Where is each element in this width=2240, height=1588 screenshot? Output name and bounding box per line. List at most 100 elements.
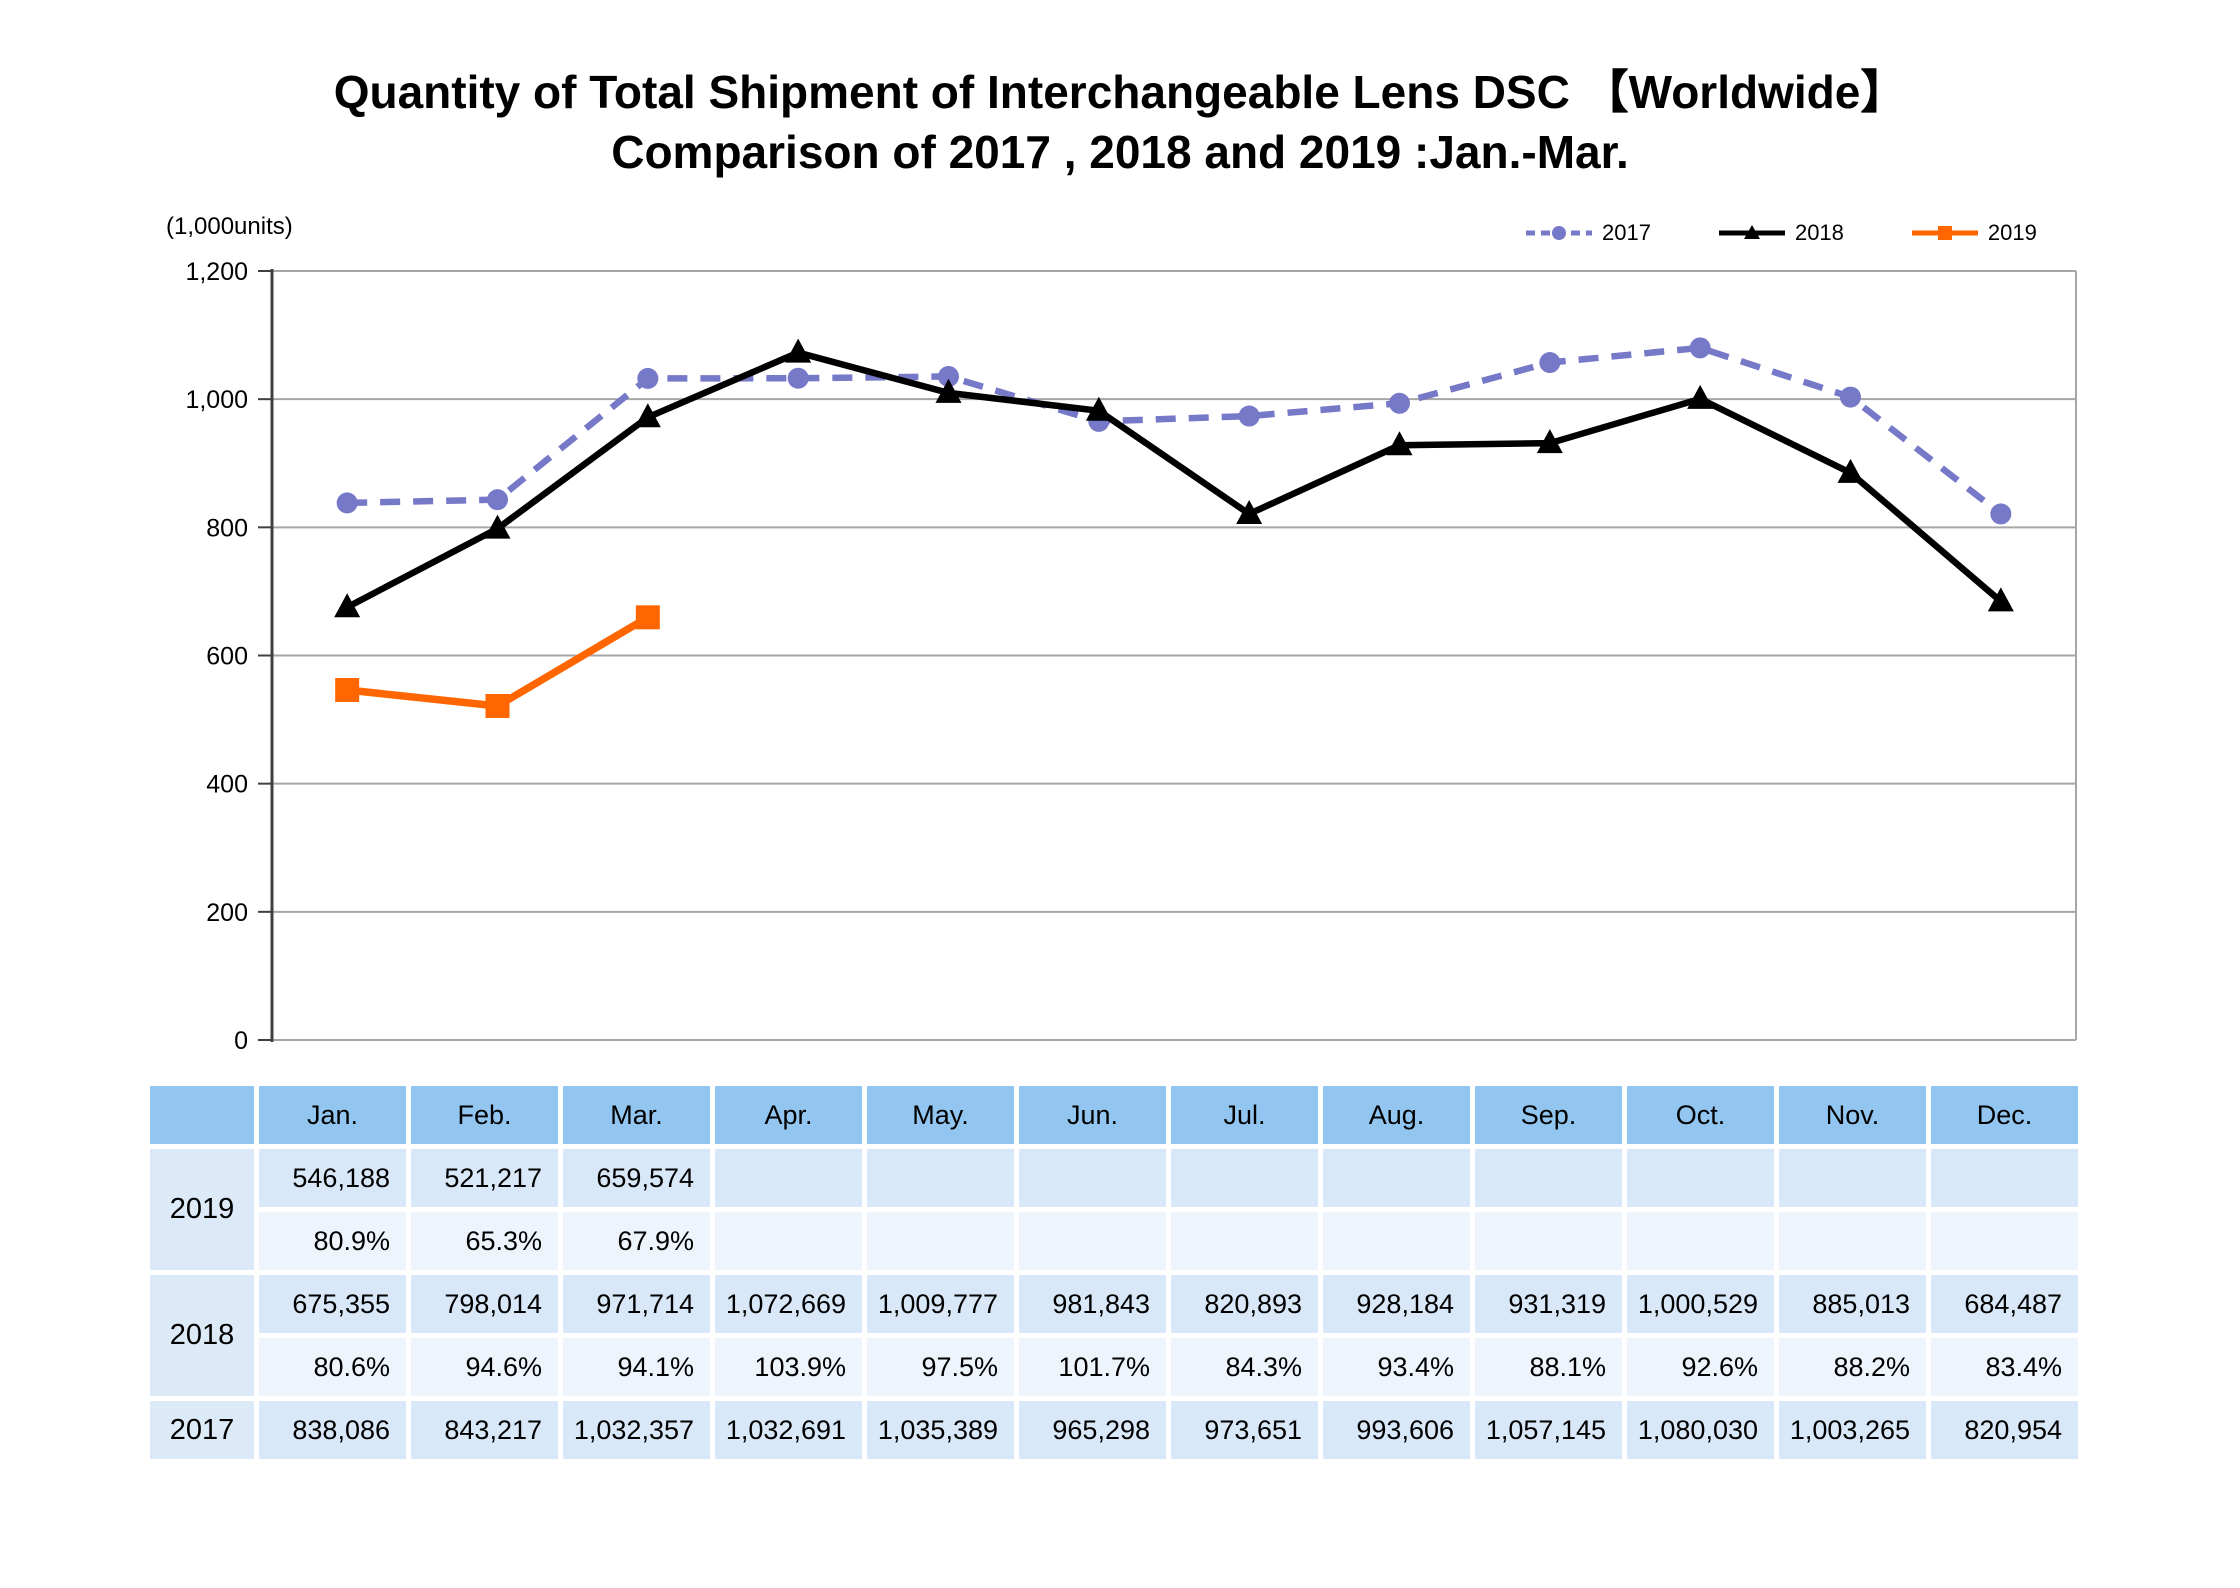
units-cell <box>867 1149 1014 1207</box>
ratio-cell: 88.1% <box>1475 1338 1622 1396</box>
marker-triangle-2018 <box>634 403 661 428</box>
month-header: Nov. <box>1779 1086 1926 1144</box>
marker-circle-2017 <box>1689 337 1711 359</box>
marker-circle-2017 <box>1539 352 1561 374</box>
month-header: Sep. <box>1475 1086 1622 1144</box>
ratio-cell <box>1627 1212 1774 1270</box>
month-header: Dec. <box>1931 1086 2078 1144</box>
legend-swatch-2019 <box>1911 226 1978 240</box>
ratio-cell <box>1171 1212 1318 1270</box>
month-header: Mar. <box>563 1086 710 1144</box>
y-tick-label: 0 <box>234 1027 248 1055</box>
y-tick-label: 1,000 <box>185 386 248 414</box>
units-cell: 1,032,691 <box>715 1401 862 1459</box>
ratio-cell <box>1019 1212 1166 1270</box>
page-title: Quantity of Total Shipment of Interchang… <box>0 62 2240 182</box>
units-cell: 843,217 <box>411 1401 558 1459</box>
legend-label-2017: 2017 <box>1602 220 1651 245</box>
month-header: Apr. <box>715 1086 862 1144</box>
marker-triangle-2018 <box>1536 429 1563 454</box>
marker-triangle-2018 <box>1085 396 1112 421</box>
year-label-2017: 2017 <box>150 1401 254 1459</box>
units-cell: 820,893 <box>1171 1275 1318 1333</box>
legend-item-2017: 2017 <box>1524 220 1651 246</box>
marker-circle-2017 <box>1389 392 1410 414</box>
ratio-cell: 88.2% <box>1779 1338 1926 1396</box>
ratio-row-2018: 80.6% 94.6% 94.1% 103.9% 97.5% 101.7% 84.3% 93.… <box>150 1338 2078 1396</box>
units-cell: 971,714 <box>563 1275 710 1333</box>
units-row-2017: 2017 838,086 843,217 1,032,357 1,032,691 1,03… <box>150 1401 2078 1459</box>
ratio-cell: 93.4% <box>1323 1338 1470 1396</box>
chart-legend: 2017 2018 2019 <box>1524 220 2037 246</box>
ratio-cell: 94.1% <box>563 1338 710 1396</box>
units-cell: 659,574 <box>563 1149 710 1207</box>
month-header: Jan. <box>259 1086 406 1144</box>
marker-triangle-2018 <box>1386 431 1413 456</box>
ratio-row-2019: 80.9% 65.3% 67.9% <box>150 1212 2078 1270</box>
units-cell: 546,188 <box>259 1149 406 1207</box>
units-cell: 1,057,145 <box>1475 1401 1622 1459</box>
legend-swatch-2018 <box>1718 225 1785 239</box>
units-row-2019: 2019 546,188 521,217 659,574 <box>150 1149 2078 1270</box>
units-cell: 521,217 <box>411 1149 558 1207</box>
marker-square-2019 <box>485 693 510 718</box>
marker-square-2019 <box>335 677 360 702</box>
units-cell: 1,009,777 <box>867 1275 1014 1333</box>
ratio-cell <box>1475 1212 1622 1270</box>
legend-item-2018: 2018 <box>1717 220 1844 246</box>
ratio-cell: 65.3% <box>411 1212 558 1270</box>
units-cell: 931,319 <box>1475 1275 1622 1333</box>
units-cell: 973,651 <box>1171 1401 1318 1459</box>
marker-circle-2017 <box>1990 503 2012 525</box>
series-line-2017 <box>347 344 2003 517</box>
legend-label-2019: 2019 <box>1987 220 2037 245</box>
page-title-line1: Quantity of Total Shipment of Interchang… <box>333 66 1907 118</box>
units-cell: 1,032,357 <box>563 1401 710 1459</box>
marker-circle-2017 <box>336 492 358 514</box>
page-title-line2: Comparison of 2017 , 2018 and 2019 :Jan.… <box>611 126 1629 178</box>
units-cell <box>1779 1149 1926 1207</box>
ratio-cell: 101.7% <box>1019 1338 1166 1396</box>
marker-triangle-2018 <box>1236 499 1263 524</box>
ratio-cell <box>867 1212 1014 1270</box>
ratio-cell: 80.6% <box>259 1338 406 1396</box>
marker-triangle-2018 <box>935 378 962 403</box>
marker-triangle-2018 <box>484 514 511 539</box>
series-line-2019 <box>346 614 650 710</box>
ratio-cell: 83.4% <box>1931 1338 2078 1396</box>
units-cell: 993,606 <box>1323 1401 1470 1459</box>
marker-circle-2017 <box>637 367 659 389</box>
units-cell: 1,003,265 <box>1779 1401 1926 1459</box>
month-header: May. <box>867 1086 1014 1144</box>
month-header: Oct. <box>1627 1086 1774 1144</box>
units-cell: 820,954 <box>1931 1401 2078 1459</box>
ratio-cell: 103.9% <box>715 1338 862 1396</box>
marker-triangle-2018 <box>1687 384 1714 409</box>
ratio-cell <box>1323 1212 1470 1270</box>
units-cell <box>1475 1149 1622 1207</box>
units-cell <box>715 1149 862 1207</box>
legend-label-2018: 2018 <box>1794 220 1844 245</box>
table-corner-cell <box>150 1086 254 1144</box>
units-cell: 675,355 <box>259 1275 406 1333</box>
year-label-2019: 2019 <box>150 1149 254 1270</box>
month-header: Jun. <box>1019 1086 1166 1144</box>
shipment-line-chart: 0 200 400 600 800 1,000 1,200 (1,000units) <box>166 213 2077 1055</box>
units-cell: 1,000,529 <box>1627 1275 1774 1333</box>
ratio-cell <box>1931 1212 2078 1270</box>
units-row-2018: 2018 675,355 798,014 971,714 1,072,669 1,009,… <box>150 1275 2078 1396</box>
month-header: Feb. <box>411 1086 558 1144</box>
ratio-cell <box>1779 1212 1926 1270</box>
y-tick-label: 1,200 <box>185 258 248 286</box>
legend-swatch-2017 <box>1526 226 1592 240</box>
units-cell: 798,014 <box>411 1275 558 1333</box>
y-axis-unit-label: (1,000units) <box>166 213 293 240</box>
ratio-cell <box>715 1212 862 1270</box>
units-cell <box>1627 1149 1774 1207</box>
marker-square-2019 <box>635 605 660 630</box>
marker-circle-2017 <box>487 489 508 511</box>
y-tick-label: 200 <box>206 899 248 927</box>
ratio-cell: 92.6% <box>1627 1338 1774 1396</box>
month-header: Aug. <box>1323 1086 1470 1144</box>
units-cell: 1,080,030 <box>1627 1401 1774 1459</box>
